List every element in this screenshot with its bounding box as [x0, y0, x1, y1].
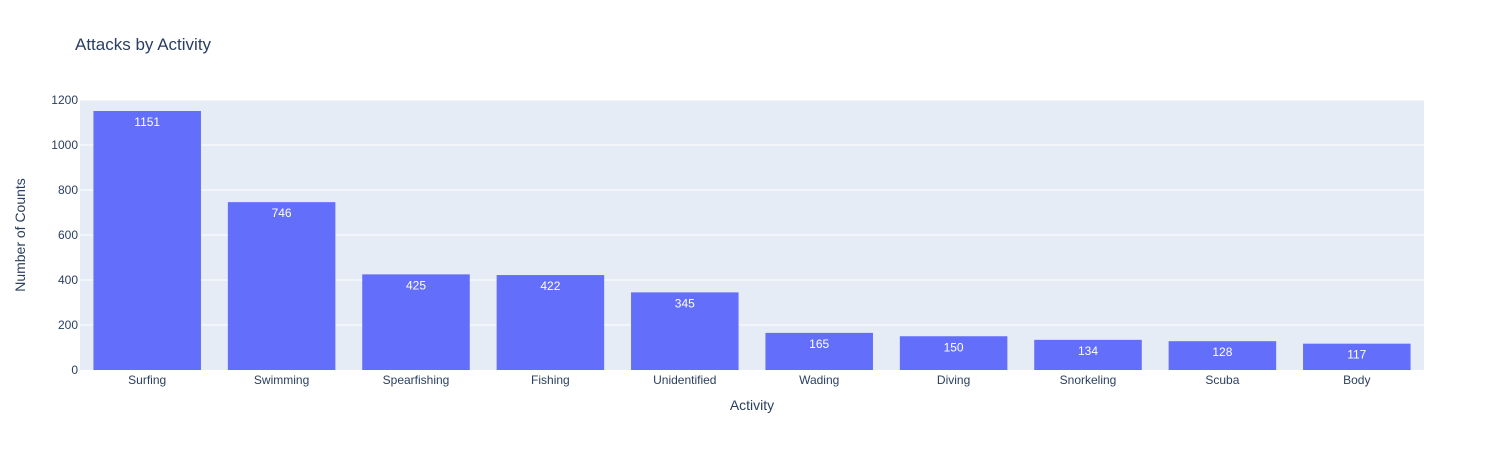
x-tick-label: Unidentified [653, 373, 716, 387]
bar [631, 292, 739, 370]
bar-labels: 1151 746 425 422 345 165 150 134 128 117 [134, 115, 1366, 362]
bar [765, 332, 873, 370]
x-tick-label: Fishing [531, 373, 570, 387]
x-tick-label: Spearfishing [383, 373, 450, 387]
bar-value-label: 345 [675, 296, 695, 310]
bar [899, 336, 1008, 370]
bar [93, 111, 201, 371]
y-axis-title: Number of Counts [12, 178, 28, 292]
bar [362, 274, 470, 370]
x-tick-label: Diving [937, 373, 970, 387]
bars [93, 111, 1411, 371]
bar [1168, 341, 1277, 370]
bar [1034, 339, 1142, 370]
bar [227, 202, 336, 370]
x-axis-title: Activity [730, 397, 774, 413]
y-tick-label: 1000 [51, 138, 78, 152]
bar-value-label: 165 [809, 337, 829, 351]
y-tick-label: 800 [58, 183, 78, 197]
bar-value-label: 128 [1212, 345, 1232, 359]
y-axis-ticks: 0 200 400 600 800 1000 1200 [51, 93, 78, 377]
bar-value-label: 150 [944, 340, 964, 354]
x-tick-label: Snorkeling [1060, 373, 1117, 387]
x-tick-label: Surfing [128, 373, 166, 387]
y-tick-label: 200 [58, 318, 78, 332]
y-tick-label: 600 [58, 228, 78, 242]
bar-value-label: 134 [1078, 344, 1098, 358]
y-tick-label: 400 [58, 273, 78, 287]
bar-value-label: 1151 [134, 115, 160, 129]
y-tick-label: 0 [71, 363, 78, 377]
x-axis-ticks: Surfing Swimming Spearfishing Fishing Uniden… [128, 373, 1370, 387]
bar [1303, 343, 1411, 370]
bar-value-label: 746 [272, 206, 292, 220]
y-tick-label: 1200 [51, 93, 78, 107]
bar [496, 275, 605, 370]
x-tick-label: Wading [799, 373, 839, 387]
x-tick-label: Scuba [1205, 373, 1239, 387]
x-tick-label: Swimming [254, 373, 309, 387]
chart-title: Attacks by Activity [75, 35, 212, 54]
bar-value-label: 425 [406, 278, 426, 292]
x-tick-label: Body [1343, 373, 1370, 387]
bar-value-label: 117 [1347, 348, 1366, 362]
bar-value-label: 422 [540, 279, 560, 293]
